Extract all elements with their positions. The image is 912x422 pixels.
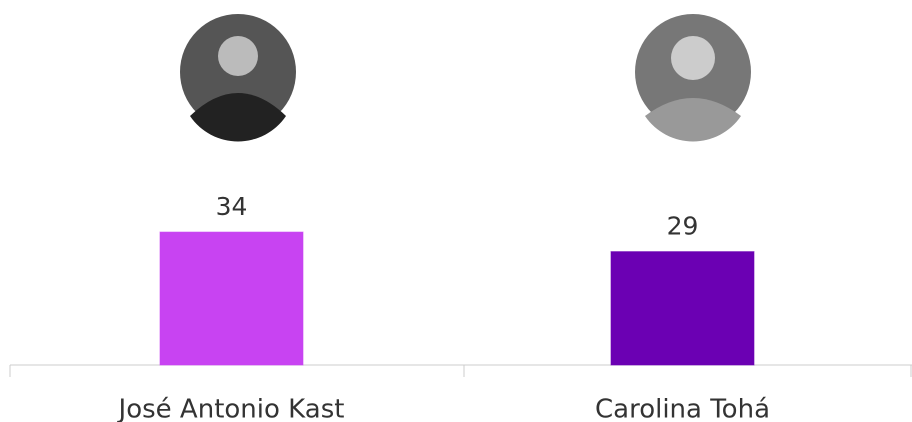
x-tick-label: Carolina Tohá bbox=[595, 395, 770, 422]
photo-face bbox=[218, 36, 258, 76]
value-label: 29 bbox=[667, 212, 699, 241]
bar bbox=[610, 251, 755, 366]
photo-face bbox=[671, 36, 715, 80]
value-label: 34 bbox=[216, 192, 248, 221]
bar bbox=[159, 231, 304, 366]
photos bbox=[180, 14, 751, 142]
x-tick-label: José Antonio Kast bbox=[117, 395, 345, 422]
photo-shirt bbox=[645, 98, 741, 142]
photo-suit bbox=[190, 93, 286, 142]
